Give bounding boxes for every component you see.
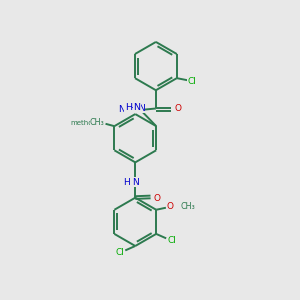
Text: O: O [166, 202, 173, 211]
Text: Cl: Cl [188, 76, 197, 85]
Text: N: N [138, 104, 145, 113]
Text: CH₃: CH₃ [181, 202, 196, 211]
Text: H: H [123, 178, 130, 187]
Text: H: H [125, 103, 132, 112]
Text: O: O [154, 194, 160, 203]
Text: H: H [129, 104, 136, 113]
Text: NH: NH [118, 106, 131, 115]
Text: Cl: Cl [167, 236, 176, 245]
Text: CH₃: CH₃ [90, 118, 105, 127]
Text: methoxy: methoxy [70, 120, 101, 126]
Text: O: O [174, 104, 181, 113]
Text: O: O [97, 118, 104, 127]
Text: N: N [132, 178, 139, 187]
Text: Cl: Cl [116, 248, 124, 257]
Text: N: N [134, 103, 140, 112]
